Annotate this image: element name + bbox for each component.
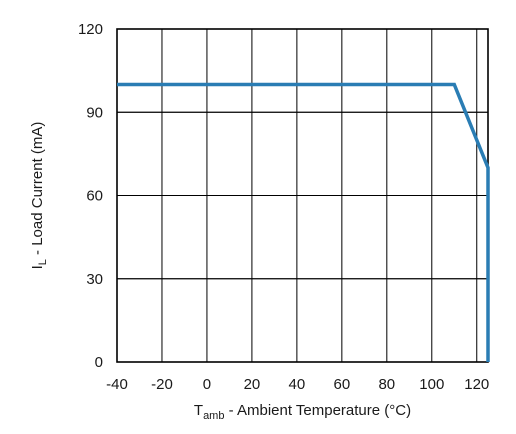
x-tick-labels: -40 -20 0 20 40 60 80 100 120 [106,376,489,393]
x-tick-label: -20 [151,376,173,393]
x-tick-label: 120 [464,376,489,393]
x-tick-label: 100 [419,376,444,393]
y-tick-label: 0 [95,354,103,371]
y-tick-label: 30 [86,271,103,288]
y-axis-label-sub: L [37,259,49,265]
y-tick-labels: 0 30 60 90 120 [78,21,103,371]
x-tick-label: 20 [244,376,261,393]
series-group [117,82,490,362]
x-tick-label: -40 [106,376,128,393]
x-tick-label: 40 [289,376,306,393]
x-axis-label-main: T [194,402,203,419]
x-tick-label: 80 [378,376,395,393]
y-axis-label-main: I [29,265,46,269]
y-axis-label-rest: - Load Current (mA) [29,122,46,260]
y-axis-label: IL - Load Current (mA) [29,122,49,270]
x-axis-label-sub: amb [203,410,224,422]
y-tick-label: 120 [78,21,103,38]
x-tick-label: 60 [334,376,351,393]
y-tick-label: 60 [86,188,103,205]
grid [117,29,488,362]
x-axis-label-rest: - Ambient Temperature (°C) [224,402,411,419]
series-line-0 [117,82,490,362]
x-tick-label: 0 [203,376,211,393]
y-tick-label: 90 [86,104,103,121]
x-axis-label: Tamb - Ambient Temperature (°C) [194,402,411,422]
